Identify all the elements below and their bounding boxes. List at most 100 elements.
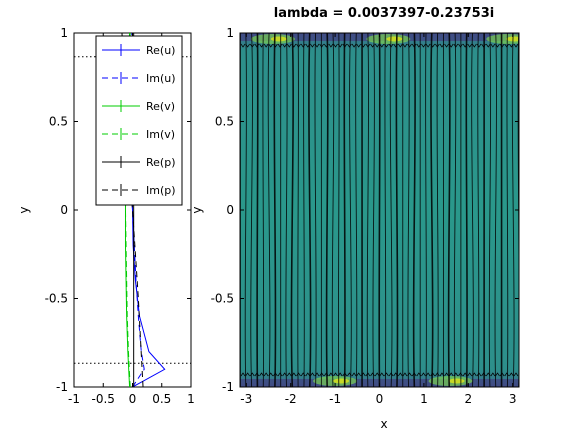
contour-line: [460, 33, 462, 387]
vector-arrow: [361, 372, 366, 377]
vector-arrow: [365, 372, 371, 377]
contour-line: [355, 33, 358, 387]
x-tick-label: 3: [509, 392, 517, 406]
vector-arrow: [356, 43, 361, 48]
vector-arrow: [393, 43, 398, 48]
contour-line: [250, 33, 253, 387]
contour-line: [465, 33, 468, 387]
vector-arrow: [472, 372, 477, 377]
heatmap-blob-core: [506, 36, 519, 42]
vector-arrow: [490, 372, 496, 377]
vector-arrow: [499, 372, 505, 377]
vector-arrow: [481, 43, 486, 48]
contour-line: [425, 33, 427, 387]
vector-arrow: [374, 372, 380, 377]
vector-arrow: [310, 43, 315, 48]
vector-arrow: [347, 43, 352, 48]
vector-arrow: [268, 372, 274, 377]
x-tick-label: 2: [464, 392, 472, 406]
x-tick-label: 1: [420, 392, 428, 406]
contour-line: [384, 33, 387, 387]
y-tick-label: -1: [56, 380, 68, 394]
legend-label-3: Im(v): [146, 128, 175, 141]
right-x-label: x: [380, 417, 387, 431]
x-tick-label: -2: [285, 392, 297, 406]
vector-arrow: [296, 43, 301, 48]
vector-arrow: [323, 43, 329, 48]
y-tick-label: 0: [60, 203, 68, 217]
contour-line: [436, 33, 439, 387]
vector-arrow: [435, 372, 440, 377]
vector-arrow: [333, 43, 338, 48]
vector-arrow: [388, 372, 394, 377]
vector-arrow: [462, 43, 468, 48]
x-tick-label: -0.5: [92, 392, 115, 406]
vector-arrow: [305, 372, 311, 377]
vector-arrow: [254, 372, 260, 377]
vector-arrow: [249, 372, 255, 377]
vector-arrow: [425, 43, 431, 48]
vector-arrow: [342, 43, 348, 48]
vector-arrow: [513, 372, 519, 377]
vector-arrow: [328, 43, 334, 48]
vector-arrow: [361, 43, 366, 48]
vector-arrow: [453, 43, 459, 48]
vector-arrow: [476, 372, 482, 377]
y-tick-label: -0.5: [45, 292, 68, 306]
vector-arrow: [398, 372, 403, 377]
vector-arrow: [254, 43, 260, 48]
vector-arrow: [509, 372, 514, 377]
vector-arrow: [462, 372, 468, 377]
vector-arrow: [300, 43, 306, 48]
y-tick-label: -0.5: [211, 292, 234, 306]
vector-arrow: [282, 372, 287, 377]
contour-line: [325, 33, 329, 387]
vector-arrow: [259, 372, 264, 377]
contour-line: [389, 33, 393, 387]
y-tick-label: 0.5: [49, 115, 68, 129]
contour-line: [494, 33, 498, 387]
contour-line: [314, 33, 317, 387]
contour-line: [366, 33, 370, 387]
vector-arrow: [411, 43, 417, 48]
vector-arrow: [398, 43, 403, 48]
vector-arrow: [453, 372, 459, 377]
legend-label-4: Re(p): [146, 156, 175, 169]
vector-arrow: [384, 43, 389, 48]
vector-arrow: [430, 43, 436, 48]
vector-arrow: [384, 372, 389, 377]
contour-line: [488, 33, 492, 387]
vector-arrow: [504, 372, 510, 377]
x-tick-label: 0: [129, 392, 137, 406]
contour-line: [395, 33, 399, 387]
vector-arrow: [499, 43, 505, 48]
vector-arrow: [402, 43, 408, 48]
heatmap-blob-core: [386, 36, 403, 42]
right-y-label: y: [190, 206, 204, 213]
contour-line: [453, 33, 457, 387]
heatmap-blob: [486, 34, 519, 44]
vector-arrow: [402, 372, 408, 377]
contour-line: [285, 33, 288, 387]
x-tick-label: -1: [68, 392, 80, 406]
vector-arrow: [286, 372, 292, 377]
vector-arrow: [513, 43, 519, 48]
vector-arrow: [495, 372, 500, 377]
vector-arrow: [347, 372, 352, 377]
vector-arrow: [342, 372, 348, 377]
left-y-label: y: [17, 206, 31, 213]
contour-line: [331, 33, 335, 387]
contour-line: [471, 33, 474, 387]
vector-arrow: [351, 43, 357, 48]
vector-arrow: [263, 372, 269, 377]
vector-arrow: [337, 372, 343, 377]
contour-line: [430, 33, 434, 387]
vector-arrow: [407, 372, 412, 377]
vector-arrow: [416, 372, 422, 377]
contour-line: [372, 33, 375, 387]
vector-arrow: [291, 372, 297, 377]
y-tick-label: 0: [226, 203, 234, 217]
vector-arrow: [467, 372, 473, 377]
vector-arrow: [323, 372, 329, 377]
heatmap-blob-core: [333, 378, 350, 384]
